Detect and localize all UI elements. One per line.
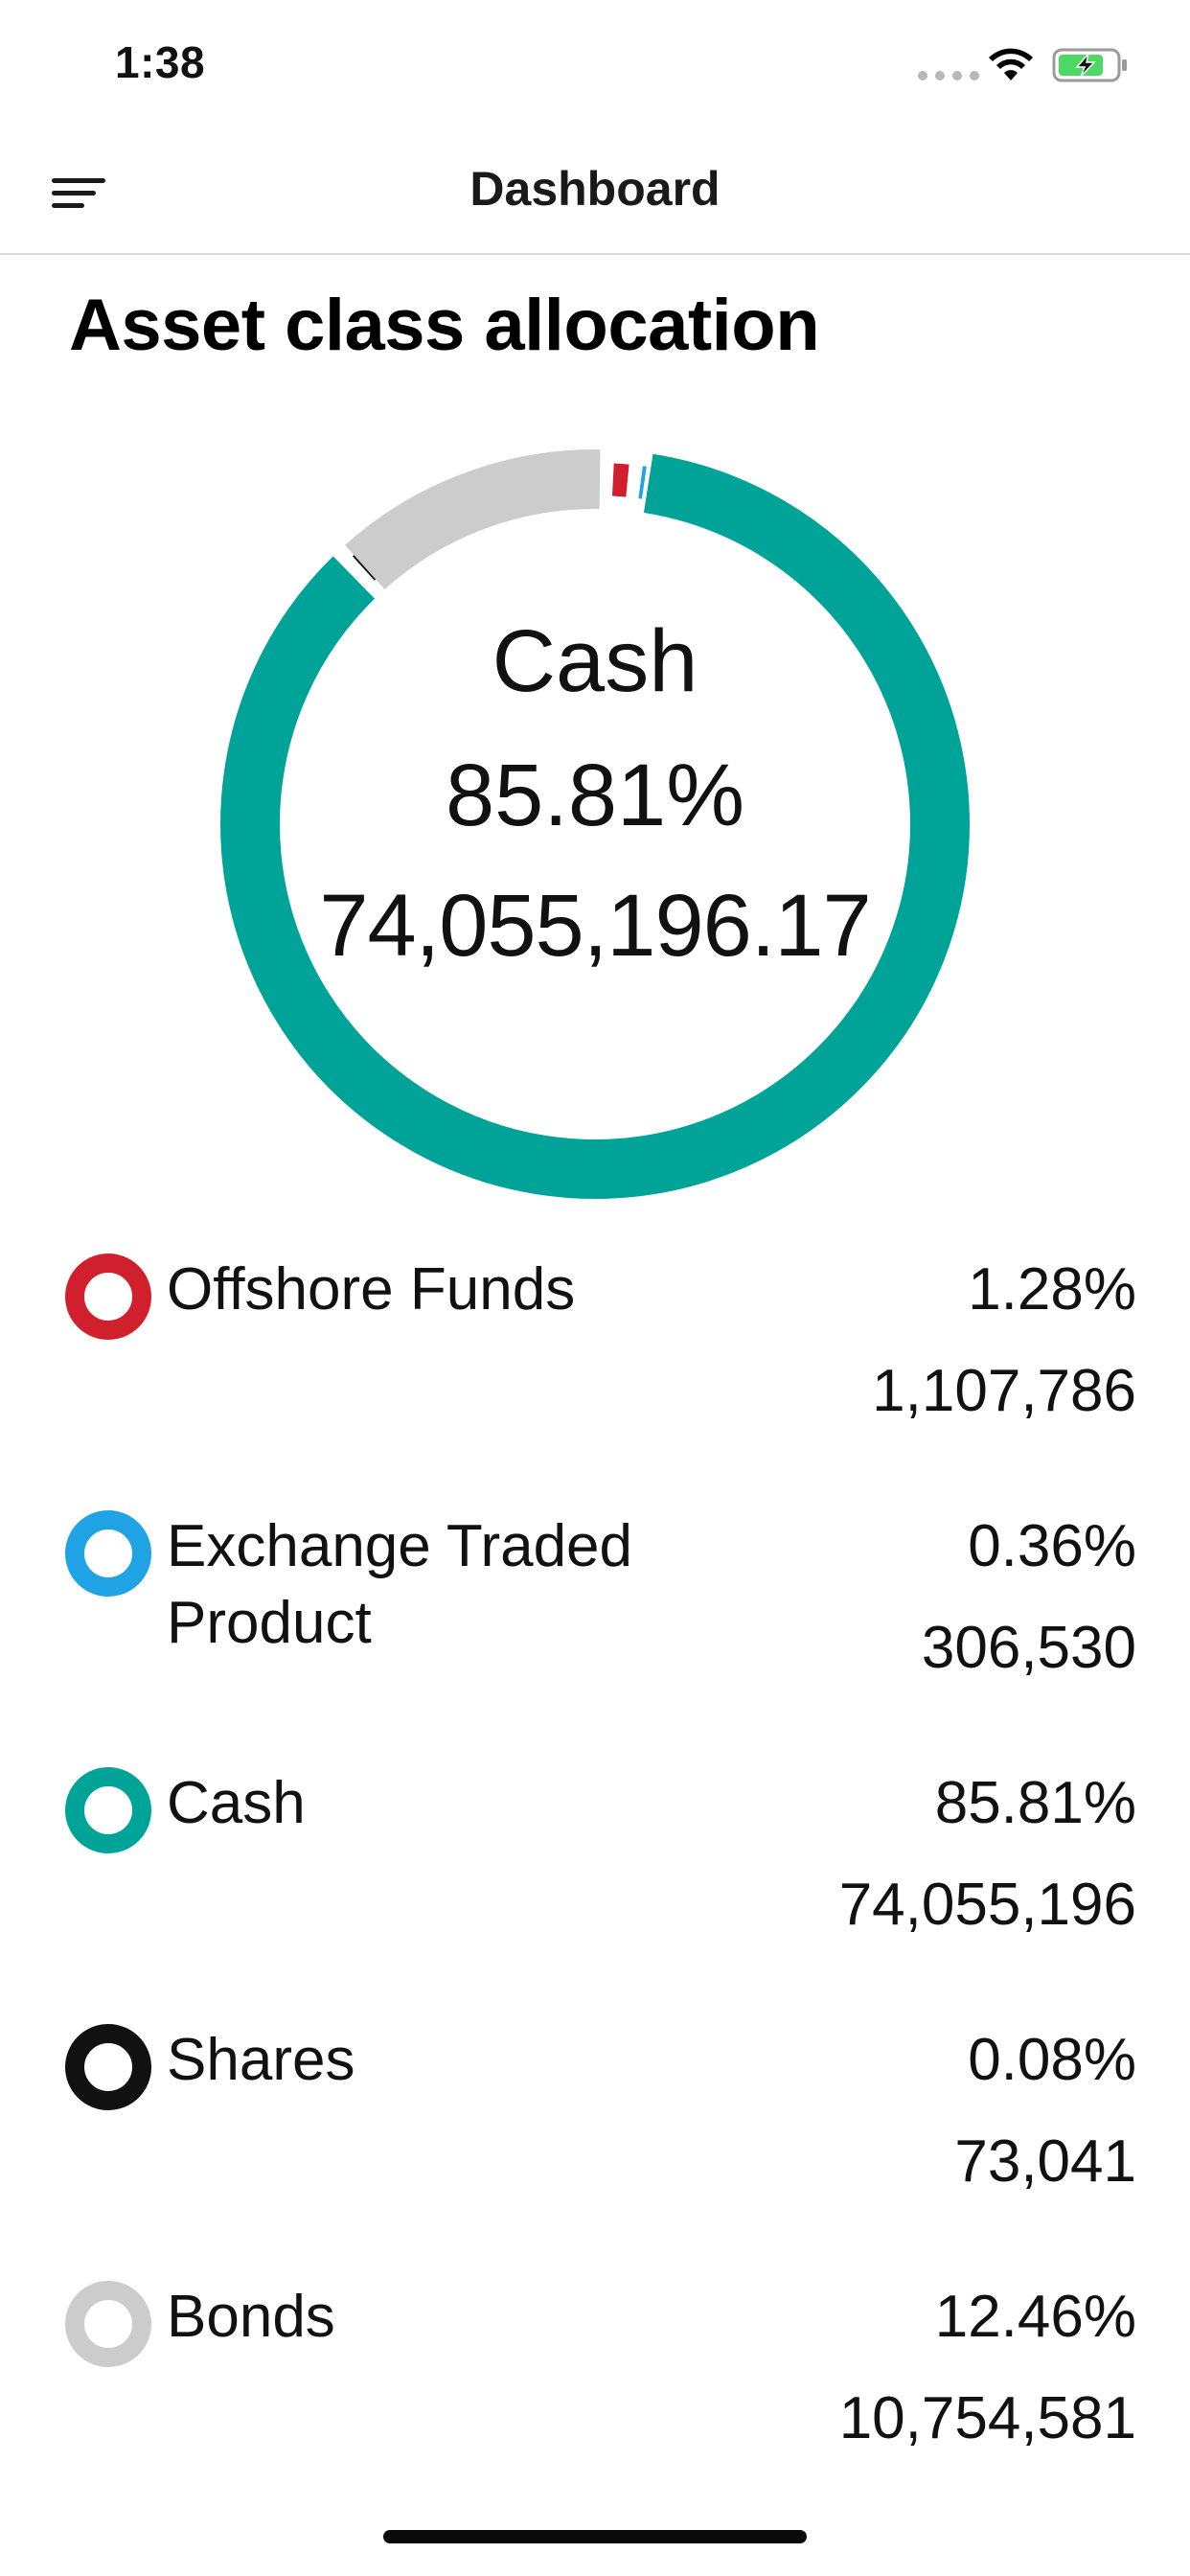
- donut-center-label: Cash: [492, 612, 698, 710]
- donut-slice-cash[interactable]: [220, 453, 970, 1199]
- legend-percent: 0.08%: [968, 2027, 1136, 2093]
- legend-color-ring: [65, 1767, 151, 1853]
- donut-slice-exchange-traded-product[interactable]: [638, 466, 647, 499]
- legend-value: 74,055,196: [838, 1872, 1136, 1938]
- legend-value: 73,041: [954, 2128, 1136, 2195]
- legend-color-ring: [65, 2024, 151, 2110]
- legend-item-offshore-funds[interactable]: Offshore Funds 1.28% 1,107,786: [0, 1242, 1190, 1472]
- home-indicator[interactable]: [383, 2530, 807, 2543]
- legend-color-ring: [65, 1254, 151, 1340]
- legend-item-exchange-traded-product[interactable]: Exchange Traded Product 0.36% 306,530: [0, 1499, 1190, 1729]
- legend-item-cash[interactable]: Cash 85.81% 74,055,196: [0, 1756, 1190, 1986]
- legend-name: Shares: [167, 2027, 355, 2093]
- donut-center-amount: 74,055,196.17: [319, 877, 871, 975]
- legend-value: 10,754,581: [838, 2385, 1136, 2451]
- wifi-icon: [989, 48, 1033, 80]
- legend-percent: 85.81%: [934, 1770, 1136, 1836]
- allocation-donut-chart[interactable]: [212, 441, 978, 1208]
- battery-charging-icon: [1052, 48, 1127, 82]
- legend-name: Bonds: [167, 2284, 335, 2350]
- legend-percent: 0.36%: [968, 1513, 1136, 1579]
- legend-name: Exchange Traded Product: [167, 1513, 633, 1656]
- legend-name: Cash: [167, 1770, 306, 1836]
- donut-center: Cash 85.81% 74,055,196.17: [212, 441, 978, 1208]
- legend-percent: 12.46%: [934, 2284, 1136, 2350]
- donut-center-percent: 85.81%: [445, 747, 745, 844]
- menu-button[interactable]: [50, 163, 126, 224]
- legend-percent: 1.28%: [968, 1256, 1136, 1322]
- menu-icon: [52, 178, 105, 208]
- status-time: 1:38: [115, 37, 206, 87]
- donut-slice-offshore-funds[interactable]: [611, 463, 629, 497]
- status-bar: 1:38: [0, 0, 1190, 134]
- legend-name: Offshore Funds: [167, 1256, 576, 1322]
- legend-color-ring: [65, 1510, 151, 1597]
- donut-slice-bonds[interactable]: [345, 449, 601, 590]
- legend-color-ring: [65, 2281, 151, 2367]
- legend-item-shares[interactable]: Shares 0.08% 73,041: [0, 2012, 1190, 2242]
- section-title: Asset class allocation: [69, 285, 820, 366]
- page-title: Dashboard: [469, 162, 721, 216]
- legend-value: 1,107,786: [872, 1358, 1136, 1424]
- legend-value: 306,530: [921, 1615, 1136, 1681]
- legend-item-bonds[interactable]: Bonds 12.46% 10,754,581: [0, 2269, 1190, 2499]
- nav-bar: Dashboard: [0, 134, 1190, 255]
- cellular-signal-icon: [918, 71, 979, 80]
